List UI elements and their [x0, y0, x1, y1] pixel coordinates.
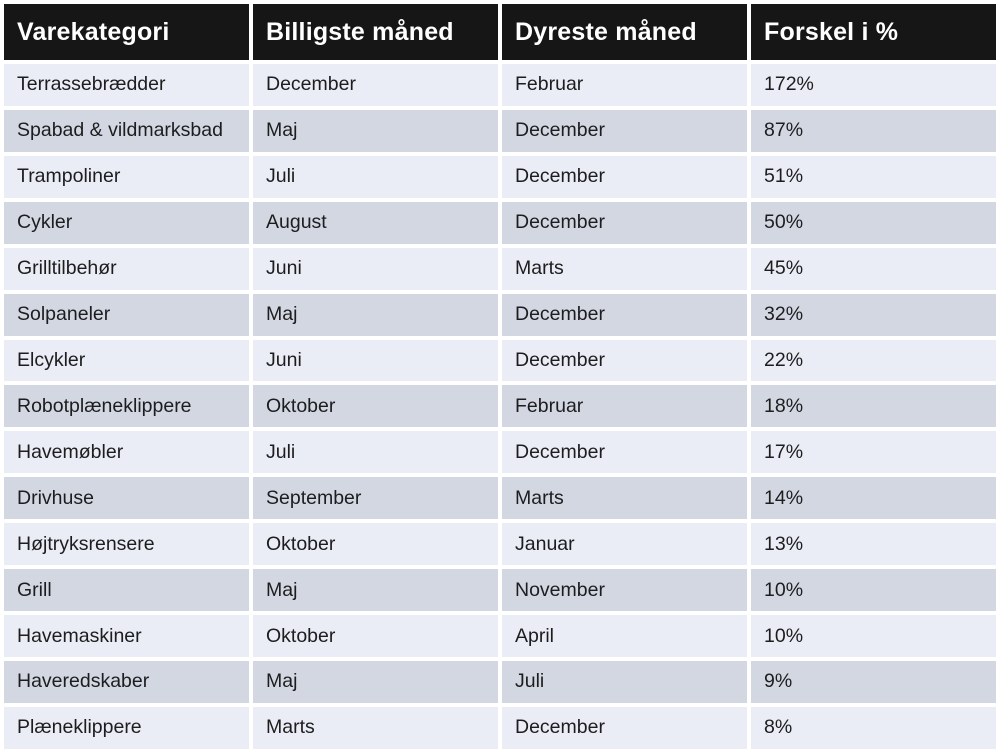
column-header-most-expensive-month: Dyreste måned — [502, 4, 747, 60]
cell-most-expensive-month: December — [502, 155, 747, 198]
cell-most-expensive-month: November — [502, 569, 747, 612]
cell-category: Robotplæneklippere — [4, 385, 249, 428]
cell-most-expensive-month: Marts — [502, 477, 747, 520]
cell-category: Plæneklippere — [4, 706, 249, 749]
cell-category: Haveredskaber — [4, 660, 249, 703]
table-body: Terrassebrædder December Februar 172% Spabad… — [4, 64, 996, 749]
cell-most-expensive-month: Februar — [502, 385, 747, 428]
cell-most-expensive-month: December — [502, 109, 747, 152]
cell-cheapest-month: Maj — [253, 660, 498, 703]
header-row: Varekategori Billigste måned Dyreste mån… — [4, 4, 996, 60]
cell-cheapest-month: Juli — [253, 155, 498, 198]
column-header-difference-pct: Forskel i % — [751, 4, 996, 60]
cell-most-expensive-month: December — [502, 431, 747, 474]
cell-cheapest-month: Maj — [253, 293, 498, 336]
cell-cheapest-month: Oktober — [253, 385, 498, 428]
table-row: Grill Maj November 10% — [4, 569, 996, 612]
cell-most-expensive-month: December — [502, 339, 747, 382]
cell-difference-pct: 14% — [751, 477, 996, 520]
cell-category: Trampoliner — [4, 155, 249, 198]
cell-difference-pct: 13% — [751, 523, 996, 566]
cell-difference-pct: 8% — [751, 706, 996, 749]
cell-difference-pct: 50% — [751, 201, 996, 244]
cell-difference-pct: 17% — [751, 431, 996, 474]
cell-category: Spabad & vildmarksbad — [4, 109, 249, 152]
cell-difference-pct: 18% — [751, 385, 996, 428]
column-header-cheapest-month: Billigste måned — [253, 4, 498, 60]
cell-difference-pct: 10% — [751, 569, 996, 612]
table-row: Cykler August December 50% — [4, 201, 996, 244]
cell-cheapest-month: December — [253, 64, 498, 106]
table-row: Havemøbler Juli December 17% — [4, 431, 996, 474]
cell-cheapest-month: Juni — [253, 247, 498, 290]
cell-category: Drivhuse — [4, 477, 249, 520]
cell-difference-pct: 87% — [751, 109, 996, 152]
cell-most-expensive-month: Marts — [502, 247, 747, 290]
table-row: Terrassebrædder December Februar 172% — [4, 64, 996, 106]
cell-category: Havemøbler — [4, 431, 249, 474]
cell-difference-pct: 45% — [751, 247, 996, 290]
cell-cheapest-month: Juli — [253, 431, 498, 474]
cell-difference-pct: 51% — [751, 155, 996, 198]
table-row: Grilltilbehør Juni Marts 45% — [4, 247, 996, 290]
cell-cheapest-month: Juni — [253, 339, 498, 382]
cell-cheapest-month: Marts — [253, 706, 498, 749]
cell-category: Havemaskiner — [4, 615, 249, 657]
table-row: Plæneklippere Marts December 8% — [4, 706, 996, 749]
table-row: Solpaneler Maj December 32% — [4, 293, 996, 336]
table-row: Robotplæneklippere Oktober Februar 18% — [4, 385, 996, 428]
table-row: Drivhuse September Marts 14% — [4, 477, 996, 520]
table-row: Elcykler Juni December 22% — [4, 339, 996, 382]
table-row: Højtryksrensere Oktober Januar 13% — [4, 523, 996, 566]
cell-category: Cykler — [4, 201, 249, 244]
cell-most-expensive-month: December — [502, 201, 747, 244]
cell-most-expensive-month: Juli — [502, 660, 747, 703]
cell-category: Grill — [4, 569, 249, 612]
cell-most-expensive-month: December — [502, 293, 747, 336]
cell-cheapest-month: Maj — [253, 109, 498, 152]
table-row: Haveredskaber Maj Juli 9% — [4, 660, 996, 703]
cell-category: Elcykler — [4, 339, 249, 382]
table-header: Varekategori Billigste måned Dyreste mån… — [4, 4, 996, 60]
cell-difference-pct: 10% — [751, 615, 996, 657]
cell-cheapest-month: Oktober — [253, 615, 498, 657]
cell-cheapest-month: August — [253, 201, 498, 244]
cell-cheapest-month: September — [253, 477, 498, 520]
cell-difference-pct: 32% — [751, 293, 996, 336]
table-row: Trampoliner Juli December 51% — [4, 155, 996, 198]
cell-difference-pct: 172% — [751, 64, 996, 106]
cell-cheapest-month: Maj — [253, 569, 498, 612]
column-header-category: Varekategori — [4, 4, 249, 60]
cell-cheapest-month: Oktober — [253, 523, 498, 566]
cell-category: Højtryksrensere — [4, 523, 249, 566]
cell-difference-pct: 22% — [751, 339, 996, 382]
cell-category: Solpaneler — [4, 293, 249, 336]
cell-most-expensive-month: December — [502, 706, 747, 749]
table-row: Spabad & vildmarksbad Maj December 87% — [4, 109, 996, 152]
cell-most-expensive-month: Januar — [502, 523, 747, 566]
cell-category: Terrassebrædder — [4, 64, 249, 106]
cell-category: Grilltilbehør — [4, 247, 249, 290]
table-row: Havemaskiner Oktober April 10% — [4, 615, 996, 657]
cell-most-expensive-month: April — [502, 615, 747, 657]
cell-most-expensive-month: Februar — [502, 64, 747, 106]
cell-difference-pct: 9% — [751, 660, 996, 703]
